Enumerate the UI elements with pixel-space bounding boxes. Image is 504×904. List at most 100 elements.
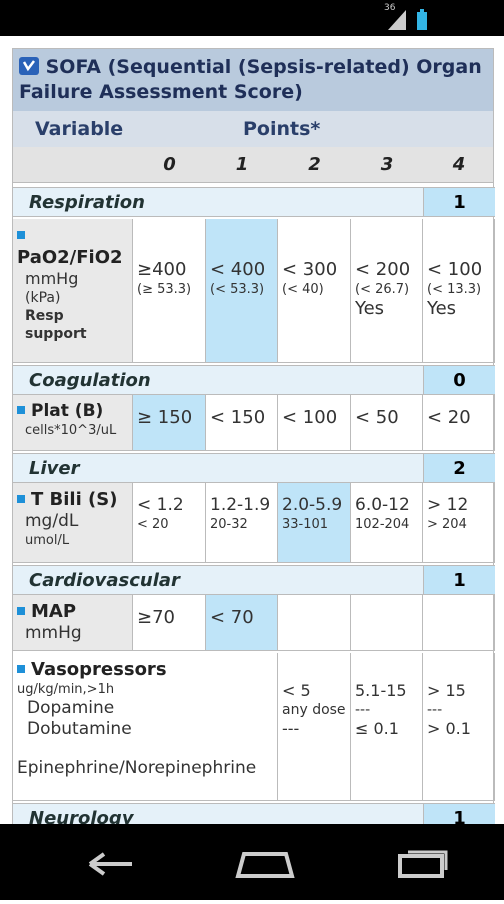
cell-line: (< 13.3) <box>427 282 482 297</box>
point-column: 0 <box>163 154 176 175</box>
title-bar: SOFA (Sequential (Sepsis-related) Organ … <box>13 49 493 111</box>
cell-line: ≥ 150 <box>137 407 193 428</box>
points-label: Points* <box>243 118 321 140</box>
value-cell: 1.2-1.9 20-32 <box>206 483 278 563</box>
status-icons <box>388 9 427 30</box>
cell-line: ≤ 0.1 <box>355 719 399 738</box>
cell-line: any dose <box>282 702 346 718</box>
cell-line: < 100 <box>427 259 483 280</box>
cell-line: < 300 <box>282 259 338 280</box>
cell-line: > 12 <box>427 495 469 515</box>
cell-line: < 50 <box>355 407 399 428</box>
value-cell: ≥400 (≥ 53.3) <box>133 219 206 363</box>
cell-line: < 200 <box>355 259 411 280</box>
point-column: 3 <box>380 154 394 175</box>
row-label: PaO2/FiO2 mmHg (kPa) Resp support <box>13 219 133 363</box>
cell-line: 2.0-5.9 <box>282 495 343 515</box>
value-cell: < 150 <box>206 395 278 451</box>
status-bar: 36 <box>0 0 504 36</box>
label-line: ug/kg/min,>1h <box>17 682 115 697</box>
label-line: (kPa) <box>25 290 61 306</box>
cell-line: Yes <box>427 298 457 319</box>
cell-line: > 204 <box>427 517 467 532</box>
cell-line: Yes <box>355 298 385 319</box>
cell-line: < 70 <box>210 607 254 628</box>
value-cell: < 400 (< 53.3) <box>206 219 278 363</box>
point-column: 2 <box>308 154 321 175</box>
section-score: 1 <box>423 565 495 595</box>
label-line: T Bili (S) <box>17 489 128 511</box>
label-line: Epinephrine/Norepinephrine <box>17 758 257 778</box>
cell-line: (< 26.7) <box>355 282 410 297</box>
cell-line: < 100 <box>282 407 338 428</box>
section-score: 1 <box>423 187 495 217</box>
label-line: PaO2/FiO2 <box>17 225 128 269</box>
label-line: cells*10^3/uL <box>25 423 117 438</box>
value-cell <box>278 595 351 651</box>
signal-label: 36 <box>384 3 396 13</box>
label-line: Dopamine <box>27 698 115 718</box>
section-name: Coagulation <box>13 365 423 395</box>
value-cell <box>351 595 423 651</box>
table-body: Respiration 1 PaO2/FiO2 mmHg (kPa) Resp suppo… <box>13 49 495 833</box>
bullet <box>17 495 25 503</box>
cell-line: ≥400 <box>137 259 187 280</box>
value-cell: < 50 <box>351 395 423 451</box>
label-line: Vasopressors <box>17 659 273 681</box>
value-cell: < 5 any dose --- <box>278 653 351 801</box>
label-line: mmHg <box>25 269 79 288</box>
value-cell <box>423 595 495 651</box>
value-cell: < 300 (< 40) <box>278 219 351 363</box>
section-name: Cardiovascular <box>13 565 423 595</box>
value-cell: < 1.2 < 20 <box>133 483 206 563</box>
label-line: Resp support <box>25 308 87 342</box>
section-score: 0 <box>423 365 495 395</box>
cell-line: ≥70 <box>137 607 175 628</box>
cell-line: < 5 <box>282 681 311 700</box>
value-cell: < 100 <box>278 395 351 451</box>
bullet <box>17 665 25 673</box>
bullet <box>17 406 25 414</box>
value-cell: 5.1-15 --- ≤ 0.1 <box>351 653 423 801</box>
value-cell: < 200 (< 26.7) Yes <box>351 219 423 363</box>
section-score: 2 <box>423 453 495 483</box>
value-cell: < 20 <box>423 395 495 451</box>
row-label: Vasopressors ug/kg/min,>1h Dopamine Dobutam… <box>13 653 278 801</box>
value-cell: ≥70 <box>133 595 206 651</box>
cell-line: < 20 <box>137 517 169 532</box>
value-cell: < 70 <box>206 595 278 651</box>
cell-line: --- <box>355 702 371 718</box>
cell-line: --- <box>282 719 300 738</box>
table: SOFA (Sequential (Sepsis-related) Organ … <box>12 48 495 833</box>
section-name: Liver <box>13 453 423 483</box>
cell-line: < 400 <box>210 259 266 280</box>
cell-line: < 20 <box>427 407 471 428</box>
label-line: Plat (B) <box>17 401 128 422</box>
cell-line: 20-32 <box>210 517 248 532</box>
header-row: Variable Points* <box>13 111 493 147</box>
value-cell: ≥ 150 <box>133 395 206 451</box>
cell-line: 33-101 <box>282 517 329 532</box>
row-label: MAP mmHg <box>13 595 133 651</box>
cell-line: 5.1-15 <box>355 681 407 700</box>
cell-line: (< 40) <box>282 282 324 297</box>
label-line: Dobutamine <box>27 719 132 739</box>
app-icon <box>19 57 39 75</box>
point-column: 1 <box>235 154 249 175</box>
section-name: Respiration <box>13 187 423 217</box>
nav-bar <box>0 824 504 900</box>
point-column: 4 <box>452 154 466 175</box>
value-cell: > 12 > 204 <box>423 483 495 563</box>
value-cell: < 100 (< 13.3) Yes <box>423 219 495 363</box>
label-line: mg/dL <box>25 511 79 531</box>
row-label: T Bili (S) mg/dL umol/L <box>13 483 133 563</box>
cell-line: --- <box>427 702 443 718</box>
nav-icons <box>88 850 448 878</box>
bullet <box>17 231 25 239</box>
cell-line: > 15 <box>427 681 466 700</box>
value-cell: 2.0-5.9 33-101 <box>278 483 351 563</box>
title: SOFA (Sequential (Sepsis-related) Organ … <box>19 56 482 103</box>
cell-line: (< 53.3) <box>210 282 265 297</box>
points-row: 0 1 2 3 4 <box>13 147 493 183</box>
